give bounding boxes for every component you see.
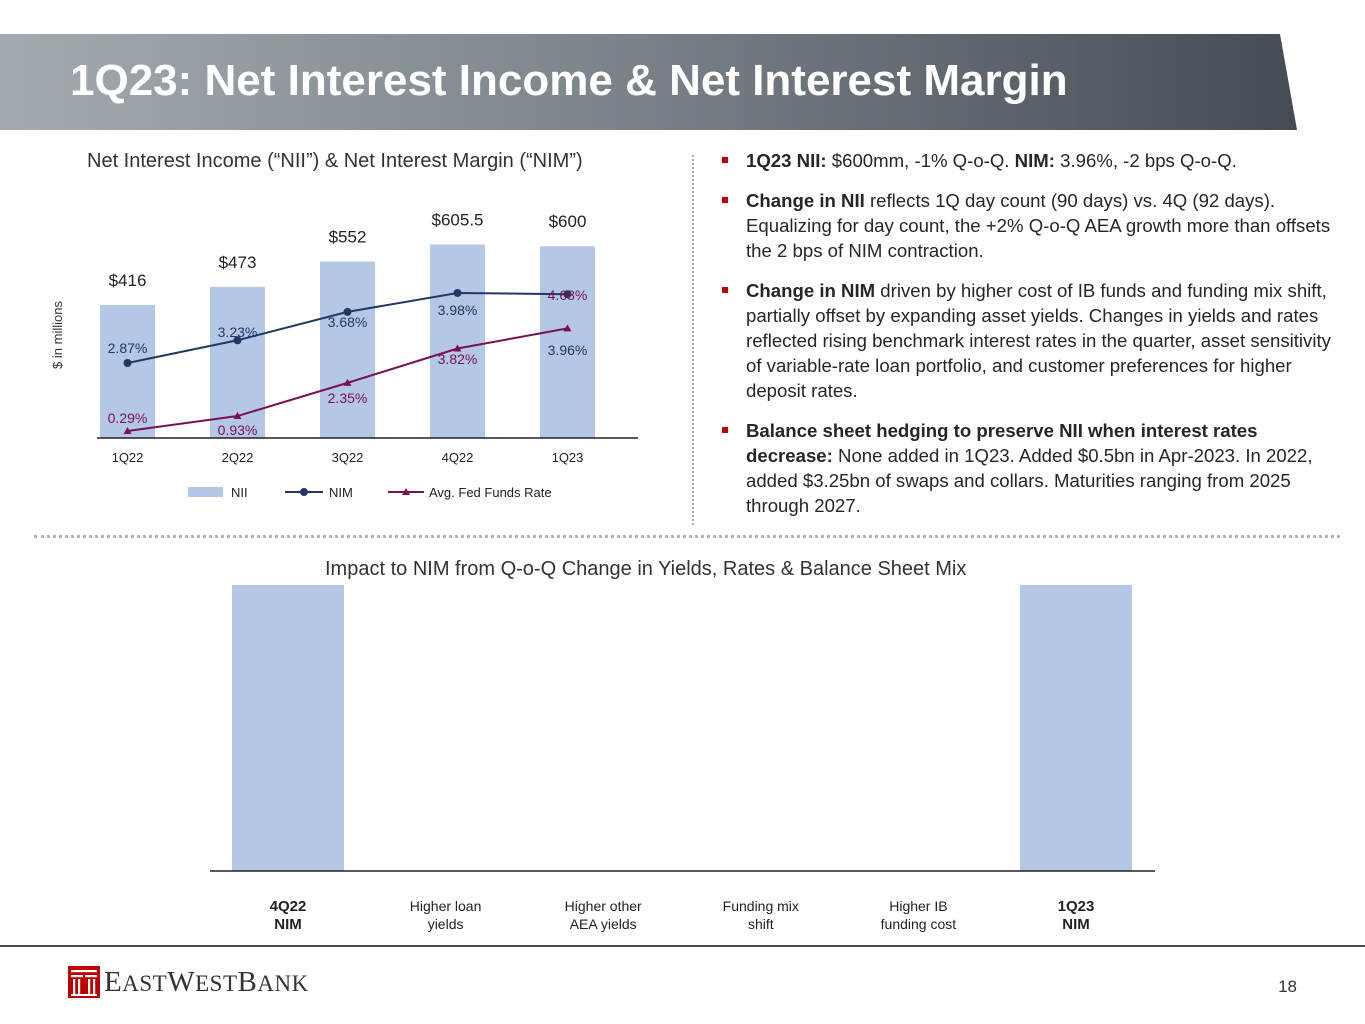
- bullet-text: None added in 1Q23. Added $0.5bn in Apr-…: [746, 445, 1313, 516]
- nii-value-label: $416: [109, 271, 147, 290]
- x-tick-label: Higher loan: [410, 898, 482, 914]
- nim-value-label: 3.68%: [328, 314, 368, 330]
- fed-funds-value-label: 0.29%: [108, 410, 148, 426]
- bullet-item: Balance sheet hedging to preserve NII wh…: [722, 418, 1332, 518]
- bullet-text: reflects 1Q day count (90 days) vs. 4Q (…: [746, 190, 1331, 261]
- title-banner: [0, 34, 1297, 130]
- fed-funds-point: [563, 324, 572, 332]
- page-number: 18: [1278, 977, 1297, 996]
- y-axis-label: $ in millions: [50, 301, 65, 369]
- bullet-bold-text: Change in NII: [746, 190, 865, 211]
- x-tick-label: 1Q22: [112, 450, 144, 465]
- nim-point: [563, 290, 572, 299]
- x-tick-label: 4Q22: [442, 450, 474, 465]
- fed-funds-point: [453, 344, 462, 352]
- x-tick-label: shift: [748, 916, 774, 932]
- nii-nim-chart: $ in millions $416 1Q22 $473 2Q22 $552 3Q22 $60…: [50, 210, 638, 500]
- x-tick-label: Higher other: [565, 898, 642, 914]
- nii-value-label: $473: [219, 253, 257, 272]
- page-title: 1Q23: Net Interest Income & Net Interest…: [70, 56, 1068, 105]
- nii-value-label: $552: [329, 228, 367, 247]
- bullet-bold-text: 1Q23 NII:: [746, 150, 827, 171]
- nii-bar: [430, 244, 485, 438]
- x-tick-label: 4Q22: [270, 898, 307, 915]
- bullet-bold-text: Balance sheet hedging to preserve NII wh…: [746, 420, 1258, 466]
- x-tick-label: AEA yields: [570, 916, 637, 932]
- nim-point: [123, 359, 132, 367]
- waterfall-bar: [232, 585, 344, 871]
- waterfall-chart-title: Impact to NIM from Q-o-Q Change in Yield…: [325, 558, 967, 580]
- waterfall-bar: [1020, 585, 1132, 871]
- bullet-marker-icon: [722, 287, 728, 293]
- commentary-bullets: 1Q23 NII: $600mm, -1% Q-o-Q. NIM: 3.96%,…: [722, 148, 1332, 533]
- nii-chart-title: Net Interest Income (“NII”) & Net Intere…: [87, 150, 583, 172]
- x-tick-label: 2Q22: [222, 450, 254, 465]
- x-tick-label: NIM: [1062, 916, 1090, 933]
- x-tick-label: yields: [428, 916, 464, 932]
- nim-value-label: 3.23%: [218, 324, 258, 340]
- brand-name: EASTWESTBANK: [104, 966, 309, 998]
- fed-funds-value-label: 4.68%: [548, 287, 588, 303]
- fed-funds-value-label: 0.93%: [218, 422, 258, 438]
- legend-fed-label: Avg. Fed Funds Rate: [429, 485, 552, 500]
- x-tick-label: 3Q22: [332, 450, 364, 465]
- bullet-bold-text: Change in NIM: [746, 280, 876, 301]
- bullet-item: Change in NII reflects 1Q day count (90 …: [722, 188, 1332, 263]
- bullet-item: Change in NIM driven by higher cost of I…: [722, 278, 1332, 403]
- nii-bar: [540, 246, 595, 438]
- nii-bar: [100, 305, 155, 438]
- bullet-marker-icon: [722, 197, 728, 203]
- x-tick-label: 1Q23: [552, 450, 584, 465]
- legend-nim-marker: [300, 488, 308, 496]
- fed-funds-value-label: 3.82%: [438, 351, 478, 367]
- legend-nim-label: NIM: [329, 485, 353, 500]
- nii-value-label: $600: [549, 212, 587, 231]
- bullet-marker-icon: [722, 157, 728, 163]
- bullet-text: 3.96%, -2 bps Q-o-Q.: [1054, 150, 1237, 171]
- nim-value-label: 2.87%: [108, 340, 148, 356]
- bullet-text: $600mm, -1% Q-o-Q.: [826, 150, 1015, 171]
- x-tick-label: Higher IB: [889, 898, 947, 914]
- nim-value-label: 3.96%: [548, 342, 588, 358]
- nii-bar: [320, 261, 375, 438]
- nim-point: [453, 288, 462, 297]
- nii-value-label: $605.5: [432, 210, 484, 229]
- bullet-text: driven by higher cost of IB funds and fu…: [746, 280, 1331, 401]
- fed-funds-point: [233, 412, 242, 420]
- legend-nii-label: NII: [231, 485, 248, 500]
- x-tick-label: funding cost: [881, 916, 957, 932]
- bullet-bold-text: NIM:: [1014, 150, 1055, 171]
- nim-point: [233, 336, 242, 345]
- fed-funds-value-label: 2.35%: [328, 390, 368, 406]
- footer-divider: [0, 945, 1365, 947]
- fed-funds-point: [343, 378, 352, 386]
- legend-fed-marker: [402, 488, 410, 495]
- bullet-marker-icon: [722, 427, 728, 433]
- vertical-divider: [692, 155, 694, 525]
- horizontal-divider: [34, 535, 1340, 538]
- x-tick-label: Funding mix: [723, 898, 799, 914]
- nim-value-label: 3.98%: [438, 302, 478, 318]
- x-tick-label: NIM: [274, 916, 302, 933]
- fed-funds-point: [123, 427, 132, 434]
- bullet-item: 1Q23 NII: $600mm, -1% Q-o-Q. NIM: 3.96%,…: [722, 148, 1332, 173]
- east-west-bank-logo-icon: [68, 966, 100, 998]
- nim-point: [343, 307, 352, 316]
- x-tick-label: 1Q23: [1058, 898, 1095, 915]
- legend-nii-swatch: [188, 487, 223, 497]
